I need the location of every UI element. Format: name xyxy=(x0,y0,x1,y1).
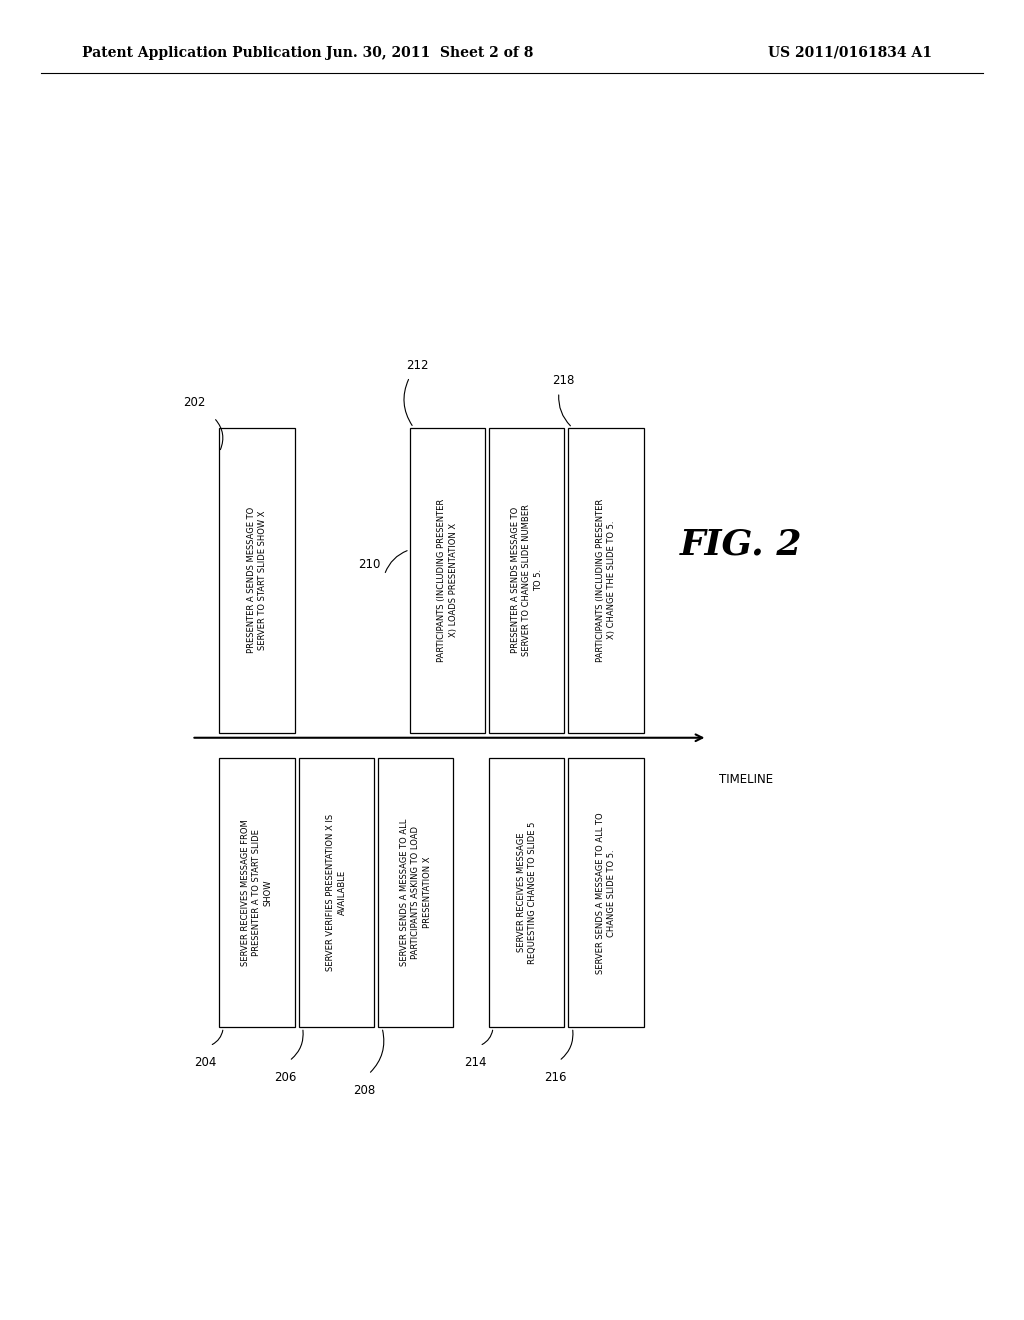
Text: 212: 212 xyxy=(407,359,429,372)
Text: TIMELINE: TIMELINE xyxy=(719,774,773,787)
Text: Patent Application Publication: Patent Application Publication xyxy=(82,46,322,59)
Text: 218: 218 xyxy=(552,374,574,387)
Text: PARTICIPANTS (INCLUDING PRESENTER
X) CHANGE THE SLIDE TO 5.: PARTICIPANTS (INCLUDING PRESENTER X) CHA… xyxy=(596,499,616,661)
Bar xyxy=(489,758,564,1027)
Text: SERVER SENDS A MESSAGE TO ALL TO
CHANGE SLIDE TO 5.: SERVER SENDS A MESSAGE TO ALL TO CHANGE … xyxy=(596,812,616,974)
Bar xyxy=(568,428,644,733)
Text: 206: 206 xyxy=(274,1071,296,1084)
Text: PRESENTER A SENDS MESSAGE TO
SERVER TO START SLIDE SHOW X: PRESENTER A SENDS MESSAGE TO SERVER TO S… xyxy=(247,507,267,653)
Text: 210: 210 xyxy=(358,558,380,572)
Text: SERVER VERIFIES PRESENTATION X IS
AVAILABLE: SERVER VERIFIES PRESENTATION X IS AVAILA… xyxy=(326,814,346,972)
Text: 204: 204 xyxy=(195,1056,217,1069)
Bar xyxy=(219,428,295,733)
Text: 214: 214 xyxy=(464,1056,486,1069)
Bar xyxy=(410,428,485,733)
Text: Jun. 30, 2011  Sheet 2 of 8: Jun. 30, 2011 Sheet 2 of 8 xyxy=(327,46,534,59)
Bar xyxy=(568,758,644,1027)
Bar xyxy=(219,758,295,1027)
Bar xyxy=(489,428,564,733)
Text: FIG. 2: FIG. 2 xyxy=(680,528,802,561)
Text: SERVER SENDS A MESSAGE TO ALL
PARTICIPANTS ASKING TO LOAD
PRESENTATION X: SERVER SENDS A MESSAGE TO ALL PARTICIPAN… xyxy=(399,820,432,966)
Text: 208: 208 xyxy=(353,1084,376,1097)
Bar xyxy=(378,758,454,1027)
Text: PRESENTER A SENDS MESSAGE TO
SERVER TO CHANGE SLIDE NUMBER
TO 5.: PRESENTER A SENDS MESSAGE TO SERVER TO C… xyxy=(511,504,543,656)
Text: SERVER RECEIVES MESSAGE FROM
PRESENTER A TO START SLIDE
SHOW: SERVER RECEIVES MESSAGE FROM PRESENTER A… xyxy=(241,820,273,966)
Bar xyxy=(299,758,374,1027)
Text: US 2011/0161834 A1: US 2011/0161834 A1 xyxy=(768,46,932,59)
Text: PARTICIPANTS (INCLUDING PRESENTER
X) LOADS PRESENTATION X: PARTICIPANTS (INCLUDING PRESENTER X) LOA… xyxy=(437,499,458,661)
Text: 202: 202 xyxy=(183,396,206,409)
Text: 216: 216 xyxy=(544,1071,566,1084)
Text: SERVER RECEIVES MESSAGE
REQUESTING CHANGE TO SLIDE 5: SERVER RECEIVES MESSAGE REQUESTING CHANG… xyxy=(516,821,537,964)
